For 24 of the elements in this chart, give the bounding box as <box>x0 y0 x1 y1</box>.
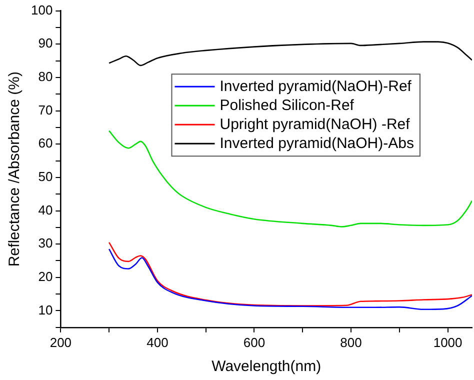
legend-label: Upright pyramid(NaOH) -Ref <box>220 116 411 133</box>
y-tick-label: 20 <box>38 268 53 284</box>
y-tick-label: 50 <box>38 169 53 184</box>
x-axis-title: Wavelength(nm) <box>212 358 322 376</box>
y-tick-label: 60 <box>38 136 53 151</box>
y-tick-label: 30 <box>38 236 53 251</box>
x-tick-label: 1000 <box>433 334 462 350</box>
x-tick-label: 800 <box>340 334 362 350</box>
x-tick-label: 400 <box>146 334 168 350</box>
x-tick-label: 600 <box>243 334 266 350</box>
legend-label: Inverted pyramid(NaOH)-Ref <box>220 78 412 95</box>
y-tick-label: 100 <box>30 2 53 18</box>
y-tick-label: 90 <box>38 36 53 51</box>
legend-label: Inverted pyramid(NaOH)-Abs <box>220 134 414 152</box>
line-series <box>108 248 472 310</box>
legend-label: Polished Silicon-Ref <box>220 96 355 114</box>
line-series <box>108 41 472 66</box>
y-tick-label: 80 <box>38 69 53 84</box>
x-tick-label: 200 <box>50 334 72 350</box>
line-series <box>108 242 472 306</box>
y-tick-label: 40 <box>38 202 53 218</box>
y-axis-title: Reflectance /Absorbance (%) <box>6 72 24 267</box>
y-tick-label: 10 <box>38 302 53 318</box>
y-tick-label: 70 <box>38 102 53 118</box>
